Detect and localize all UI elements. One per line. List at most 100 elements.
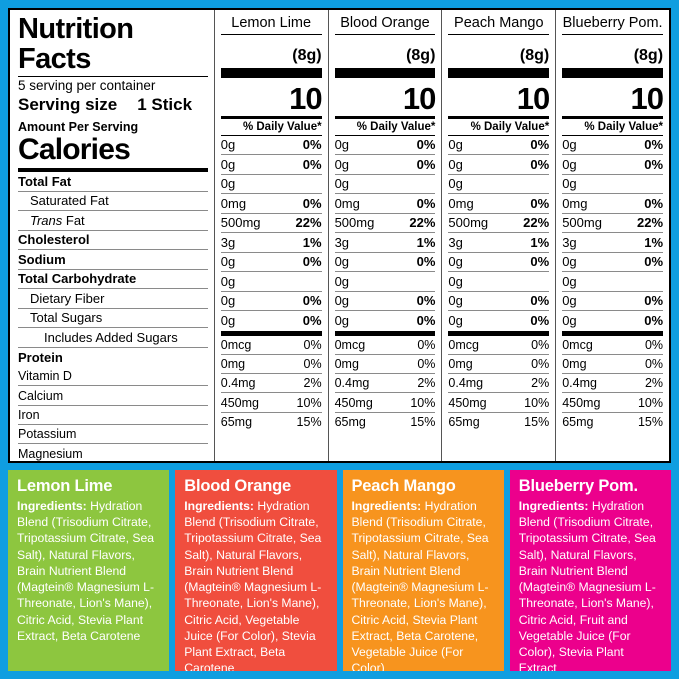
micronutrient-daily-value: 0% — [303, 337, 322, 352]
micronutrient-value-row: 65mg 15% — [562, 413, 663, 432]
calories-value: 10 — [448, 78, 550, 119]
nutrient-value-row: 500mg 22% — [220, 214, 322, 234]
serving-weight: (8g) — [406, 47, 436, 65]
protein-divider-bar — [562, 330, 664, 336]
nutrient-amount: 0g — [334, 254, 350, 270]
micronutrient-value-row: 0mcg 0% — [562, 336, 664, 355]
nutrient-value-row: 3g 1% — [448, 233, 550, 253]
nutrient-amount: 3g — [448, 234, 463, 250]
nutrient-daily-value: 22% — [295, 215, 322, 231]
micronutrient-value-row: 65mg 15% — [221, 413, 322, 432]
nutrient-value-row: 0g 0% — [448, 136, 550, 156]
serving-weight: (8g) — [519, 47, 550, 65]
flavor-column-header: Blueberry Pom. — [562, 10, 664, 36]
nutrient-daily-value: 0% — [416, 195, 436, 211]
nutrient-value-row: 0g 0% — [562, 136, 664, 156]
nutrient-name: Cholesterol — [18, 232, 90, 248]
nutrient-name: Protein — [18, 349, 63, 365]
nutrient-row: Includes Added Sugars — [18, 328, 208, 348]
ingredient-panel: Blueberry Pom. Ingredients: Hydration Ble… — [509, 470, 671, 671]
flavor-column-2: Peach Mango (8g) 10% Daily Value* 0g 0% 0g 0% 0… — [441, 10, 555, 461]
nutrient-value-row: 500mg 22% — [448, 214, 550, 234]
nutrient-value-row: 0g 0% — [448, 253, 550, 273]
micronutrient-daily-value: 0% — [417, 337, 436, 352]
micronutrient-amount: 65mg — [562, 415, 594, 430]
daily-value-header: % Daily Value* — [334, 119, 436, 136]
nutrient-value-row: 0mg 0% — [334, 194, 436, 214]
micronutrient-value-row: 0mg 0% — [448, 355, 550, 375]
micronutrient-value-row: 65mg 15% — [448, 413, 549, 432]
micronutrient-amount: 65mg — [334, 415, 366, 430]
nutrient-value-row: 500mg 22% — [562, 214, 664, 234]
ingredient-list-text: Ingredients: Hydration Blend (Trisodium … — [17, 498, 155, 643]
nutrient-value-row: 0mg 0% — [562, 194, 664, 214]
nutrient-name-italic-prefix: Trans — [30, 212, 66, 228]
nutrient-amount: 0g — [448, 156, 463, 172]
micronutrient-daily-value: 10% — [296, 395, 322, 410]
flavor-column-1: Blood Orange (8g) 10% Daily Value* 0g 0% 0g 0%… — [327, 10, 442, 461]
nutrient-value-row: 0g — [448, 272, 550, 292]
ingredient-panel: Lemon Lime Ingredients: Hydration Blend (… — [8, 470, 170, 671]
nutrient-amount: 0g — [334, 156, 350, 172]
nutrient-amount: 0g — [220, 273, 236, 289]
nutrient-amount: 0g — [562, 273, 577, 289]
servings-per-container: 5 serving per container — [18, 77, 156, 93]
micronutrient-value-row: 450mg 10% — [562, 393, 664, 413]
nutrient-value-row: 0g — [562, 272, 664, 292]
nutrient-amount: 3g — [220, 234, 236, 250]
micronutrient-amount: 0.4mg — [220, 376, 256, 391]
nutrient-amount: 0mg — [220, 195, 247, 211]
nutrient-daily-value: 1% — [644, 234, 664, 250]
nutrient-daily-value: 0% — [416, 313, 436, 329]
micronutrient-amount: 450mg — [334, 395, 373, 410]
ingredient-panel: Peach Mango Ingredients: Hydration Blend … — [342, 470, 504, 671]
nutrient-daily-value: 0% — [644, 254, 664, 270]
micronutrient-value-row: 0mcg 0% — [220, 336, 322, 355]
micronutrient-amount: 0.4mg — [562, 376, 597, 391]
nutrient-name: Total Carbohydrate — [18, 271, 137, 287]
nutrient-daily-value: 0% — [644, 137, 664, 153]
ingredient-panels-strip: Lemon Lime Ingredients: Hydration Blend (… — [8, 470, 671, 671]
micronutrient-amount: 0mcg — [448, 337, 479, 352]
calories-label: Calories — [18, 135, 208, 172]
nutrient-amount: 0g — [220, 293, 236, 309]
micronutrient-daily-value: 2% — [531, 376, 550, 391]
flavor-column-header: Lemon Lime — [220, 10, 322, 36]
micronutrient-amount: 65mg — [448, 415, 480, 430]
micronutrient-value-row: 450mg 10% — [448, 393, 550, 413]
ingredient-list-text: Ingredients: Hydration Blend (Trisodium … — [518, 498, 656, 671]
micronutrient-value-row: 0.4mg 2% — [220, 374, 322, 394]
nutrient-amount: 3g — [562, 234, 577, 250]
micronutrient-amount: 450mg — [448, 395, 487, 410]
micronutrient-row: Iron — [18, 406, 208, 426]
nutrient-daily-value: 0% — [416, 254, 436, 270]
nutrient-value-row: 0g — [220, 272, 322, 292]
ingredient-panel-title: Blood Orange — [184, 477, 291, 495]
micronutrient-value-row: 0mg 0% — [334, 355, 436, 375]
nutrient-amount: 0g — [448, 254, 463, 270]
micronutrient-amount: 0mcg — [220, 337, 252, 352]
nutrient-amount: 500mg — [448, 215, 489, 231]
nutrient-value-row: 0g 0% — [221, 311, 322, 331]
nutrient-name: Includes Added Sugars — [44, 329, 178, 345]
ingredients-lead-label: Ingredients: — [184, 498, 254, 513]
nutrient-daily-value: 0% — [416, 137, 436, 153]
nutrient-value-row: 0g 0% — [562, 155, 664, 175]
flavor-column-3: Blueberry Pom. (8g) 10% Daily Value* 0g 0% 0g… — [555, 10, 669, 461]
calories-value: 10 — [562, 78, 664, 119]
protein-divider-bar — [334, 330, 436, 336]
daily-value-header: % Daily Value* — [562, 119, 664, 136]
nutrient-value-row: 3g 1% — [334, 233, 436, 253]
nutrient-row: Saturated Fat — [18, 192, 208, 212]
nutrient-daily-value: 0% — [530, 195, 550, 211]
nutrient-amount: 0g — [334, 273, 350, 289]
calories-value: 10 — [334, 78, 436, 119]
micronutrient-value-row: 0mg 0% — [562, 355, 664, 375]
micronutrient-name: Magnesium — [18, 446, 83, 461]
nutrient-daily-value: 22% — [636, 215, 664, 231]
micronutrient-value-row: 0mg 0% — [220, 355, 322, 375]
nutrient-daily-value: 0% — [302, 195, 322, 211]
nutrient-value-row: 0g 0% — [562, 253, 664, 273]
nutrient-amount: 0g — [448, 293, 463, 309]
thick-divider-bar — [334, 67, 436, 78]
